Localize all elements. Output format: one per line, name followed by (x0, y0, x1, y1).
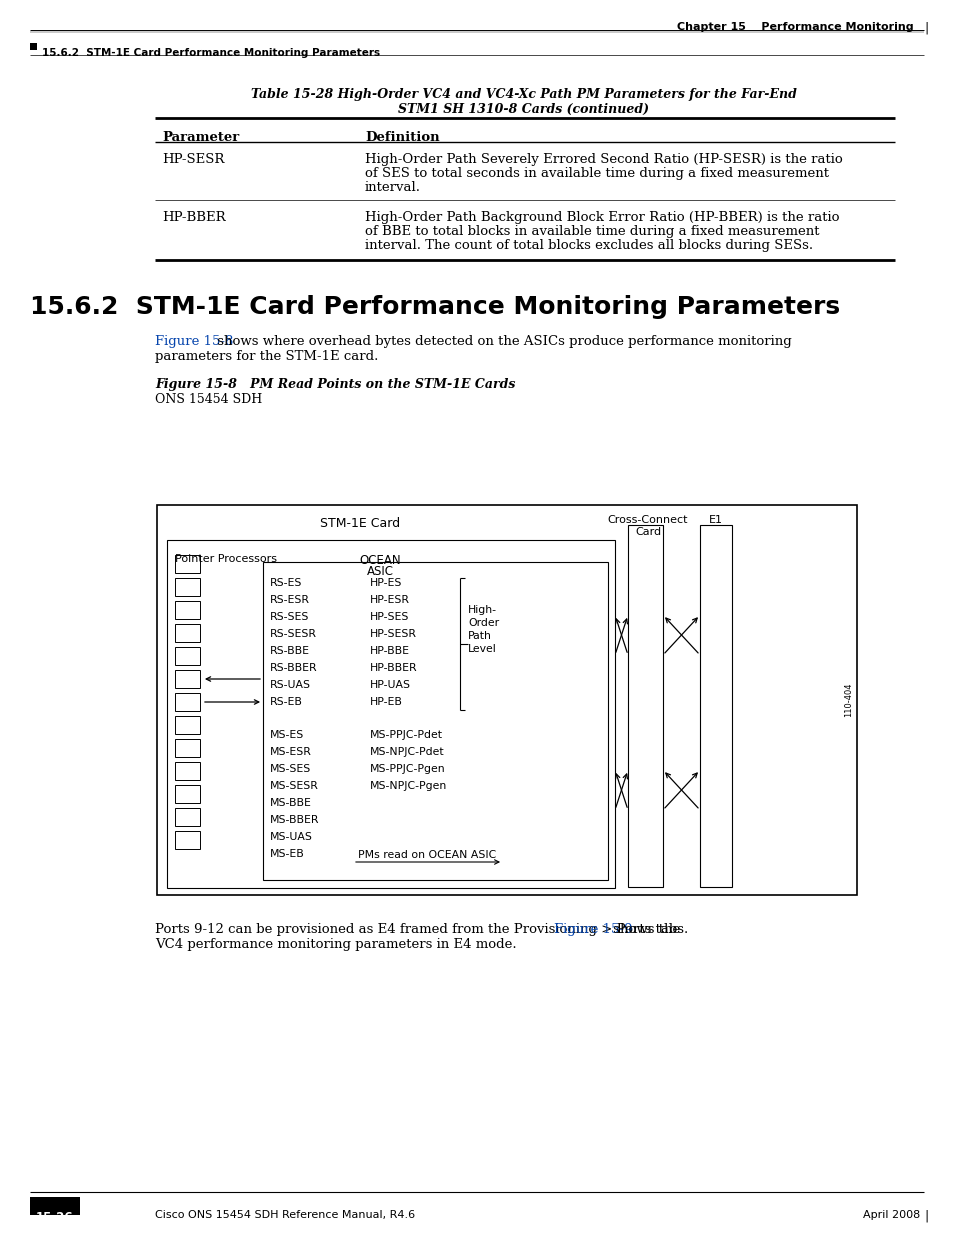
Text: RS-ESR: RS-ESR (270, 595, 310, 605)
Text: Chapter 15    Performance Monitoring: Chapter 15 Performance Monitoring (677, 22, 913, 32)
Text: RS-SESR: RS-SESR (270, 629, 316, 638)
Bar (174, 808, 200, 826)
Text: HP-SESR: HP-SESR (370, 629, 416, 638)
Text: HP-SES: HP-SES (370, 613, 409, 622)
Text: RS-UAS: RS-UAS (270, 680, 311, 690)
Bar (30, 1197, 80, 1215)
Bar (174, 716, 200, 734)
Text: 15.6.2  STM-1E Card Performance Monitoring Parameters: 15.6.2 STM-1E Card Performance Monitorin… (42, 48, 379, 58)
Bar (174, 624, 200, 642)
Text: MS-SES: MS-SES (270, 764, 311, 774)
Text: 110-404: 110-404 (843, 683, 853, 718)
Text: interval. The count of total blocks excludes all blocks during SESs.: interval. The count of total blocks excl… (365, 240, 812, 252)
Bar (167, 540, 615, 888)
Text: Cisco ONS 15454 SDH Reference Manual, R4.6: Cisco ONS 15454 SDH Reference Manual, R4… (154, 1210, 415, 1220)
Text: shows where overhead bytes detected on the ASICs produce performance monitoring: shows where overhead bytes detected on t… (213, 335, 791, 348)
Text: PMs read on OCEAN ASIC: PMs read on OCEAN ASIC (357, 850, 496, 860)
Text: Card: Card (635, 527, 660, 537)
Text: RS-BBER: RS-BBER (270, 663, 317, 673)
Bar (157, 505, 856, 895)
Bar (174, 693, 200, 711)
Text: MS-PPJC-Pgen: MS-PPJC-Pgen (370, 764, 445, 774)
Text: shows the: shows the (609, 923, 680, 936)
Bar (174, 785, 200, 803)
Text: |: | (923, 22, 927, 35)
Text: MS-ES: MS-ES (270, 730, 304, 740)
Text: Cross-Connect: Cross-Connect (607, 515, 687, 525)
Text: MS-SESR: MS-SESR (270, 781, 318, 790)
Text: Table 15-28 High-Order VC4 and VC4-Xc Path PM Parameters for the Far-End: Table 15-28 High-Order VC4 and VC4-Xc Pa… (251, 88, 796, 101)
Text: of BBE to total blocks in available time during a fixed measurement: of BBE to total blocks in available time… (365, 225, 819, 238)
Text: HP-BBER: HP-BBER (370, 663, 417, 673)
Text: Figure 15-8   PM Read Points on the STM-1E Cards: Figure 15-8 PM Read Points on the STM-1E… (154, 378, 515, 391)
Text: OCEAN: OCEAN (359, 555, 400, 567)
Text: MS-BBE: MS-BBE (270, 798, 312, 808)
Text: Definition: Definition (365, 131, 439, 144)
Text: April 2008: April 2008 (862, 1210, 919, 1220)
Bar (700, 525, 731, 887)
Text: Order: Order (468, 618, 498, 629)
Text: MS-ESR: MS-ESR (270, 747, 312, 757)
Text: RS-EB: RS-EB (270, 697, 302, 706)
Text: E1: E1 (708, 515, 722, 525)
Text: ASIC: ASIC (366, 564, 393, 578)
Text: High-Order Path Severely Errored Second Ratio (HP-SESR) is the ratio: High-Order Path Severely Errored Second … (365, 153, 841, 165)
Text: HP-UAS: HP-UAS (370, 680, 411, 690)
Text: Ports 9-12 can be provisioned as E4 framed from the Provisioning > Ports tabs.: Ports 9-12 can be provisioned as E4 fram… (154, 923, 692, 936)
Text: MS-PPJC-Pdet: MS-PPJC-Pdet (370, 730, 442, 740)
Text: HP-BBER: HP-BBER (162, 211, 226, 224)
Text: parameters for the STM-1E card.: parameters for the STM-1E card. (154, 350, 378, 363)
Text: Figure 15-8: Figure 15-8 (154, 335, 233, 348)
Bar (174, 831, 200, 848)
Bar (174, 601, 200, 619)
Bar (627, 525, 662, 887)
Bar (30, 43, 37, 49)
Bar (174, 647, 200, 664)
Bar (174, 671, 200, 688)
Text: RS-SES: RS-SES (270, 613, 309, 622)
Text: HP-EB: HP-EB (370, 697, 402, 706)
Text: HP-ES: HP-ES (370, 578, 402, 588)
Text: RS-BBE: RS-BBE (270, 646, 310, 656)
Text: STM1 SH 1310-8 Cards (continued): STM1 SH 1310-8 Cards (continued) (398, 103, 649, 116)
Text: Figure 15-9: Figure 15-9 (554, 923, 632, 936)
Text: HP-BBE: HP-BBE (370, 646, 410, 656)
Text: VC4 performance monitoring parameters in E4 mode.: VC4 performance monitoring parameters in… (154, 939, 517, 951)
Text: MS-NPJC-Pgen: MS-NPJC-Pgen (370, 781, 447, 790)
Text: of SES to total seconds in available time during a fixed measurement: of SES to total seconds in available tim… (365, 167, 828, 180)
Text: HP-ESR: HP-ESR (370, 595, 410, 605)
Text: MS-BBER: MS-BBER (270, 815, 319, 825)
Text: ONS 15454 SDH: ONS 15454 SDH (154, 393, 262, 406)
Text: High-: High- (468, 605, 497, 615)
Bar (174, 739, 200, 757)
Text: RS-ES: RS-ES (270, 578, 302, 588)
Bar (263, 562, 607, 881)
Text: interval.: interval. (365, 182, 420, 194)
Text: High-Order Path Background Block Error Ratio (HP-BBER) is the ratio: High-Order Path Background Block Error R… (365, 211, 839, 224)
Text: Level: Level (468, 643, 497, 655)
Text: Pointer Processors: Pointer Processors (174, 555, 276, 564)
Text: HP-SESR: HP-SESR (162, 153, 224, 165)
Text: 15.6.2  STM-1E Card Performance Monitoring Parameters: 15.6.2 STM-1E Card Performance Monitorin… (30, 295, 840, 319)
Text: STM-1E Card: STM-1E Card (319, 517, 399, 530)
Text: MS-NPJC-Pdet: MS-NPJC-Pdet (370, 747, 444, 757)
Bar (174, 555, 200, 573)
Text: Parameter: Parameter (162, 131, 239, 144)
Bar (174, 578, 200, 597)
Text: 15-26: 15-26 (36, 1212, 73, 1224)
Text: Path: Path (468, 631, 492, 641)
Text: MS-UAS: MS-UAS (270, 832, 313, 842)
Bar (174, 762, 200, 781)
Text: MS-EB: MS-EB (270, 848, 304, 860)
Text: |: | (923, 1210, 927, 1223)
